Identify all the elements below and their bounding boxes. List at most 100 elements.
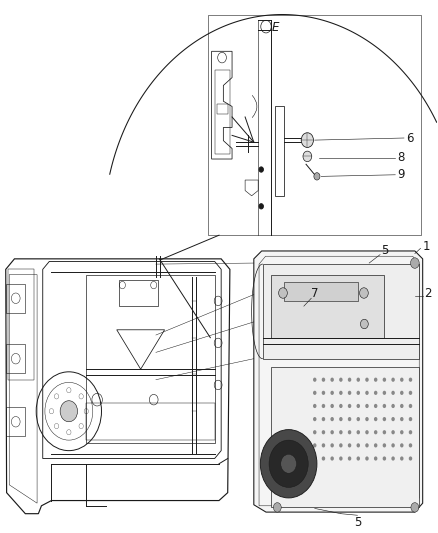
Text: 5: 5 — [354, 516, 361, 529]
Circle shape — [314, 173, 320, 180]
Circle shape — [400, 417, 403, 421]
Circle shape — [374, 417, 378, 421]
Circle shape — [383, 430, 386, 434]
Circle shape — [330, 443, 334, 448]
Circle shape — [322, 430, 325, 434]
Text: 7: 7 — [311, 287, 319, 300]
Circle shape — [301, 133, 314, 148]
Circle shape — [322, 391, 325, 395]
Circle shape — [383, 391, 386, 395]
Circle shape — [259, 167, 263, 172]
Circle shape — [360, 288, 368, 298]
Circle shape — [330, 377, 334, 382]
Circle shape — [348, 443, 351, 448]
Circle shape — [391, 377, 395, 382]
Bar — [208, 14, 421, 235]
Polygon shape — [271, 367, 419, 507]
Circle shape — [60, 401, 78, 422]
Circle shape — [365, 456, 369, 461]
Circle shape — [330, 417, 334, 421]
Polygon shape — [271, 274, 385, 338]
Circle shape — [383, 443, 386, 448]
Circle shape — [339, 377, 343, 382]
Text: 5: 5 — [381, 245, 388, 257]
Circle shape — [348, 430, 351, 434]
Circle shape — [339, 404, 343, 408]
Circle shape — [409, 443, 412, 448]
Circle shape — [313, 417, 317, 421]
Polygon shape — [254, 251, 423, 512]
Circle shape — [400, 430, 403, 434]
Circle shape — [322, 443, 325, 448]
Circle shape — [348, 404, 351, 408]
Circle shape — [259, 204, 263, 209]
Circle shape — [348, 377, 351, 382]
Polygon shape — [284, 282, 358, 301]
Circle shape — [357, 456, 360, 461]
Circle shape — [357, 443, 360, 448]
Circle shape — [391, 456, 395, 461]
Circle shape — [357, 404, 360, 408]
Circle shape — [330, 404, 334, 408]
Circle shape — [365, 391, 369, 395]
Circle shape — [365, 417, 369, 421]
Circle shape — [357, 377, 360, 382]
Circle shape — [365, 404, 369, 408]
Circle shape — [374, 404, 378, 408]
Circle shape — [374, 430, 378, 434]
Circle shape — [339, 391, 343, 395]
Polygon shape — [262, 264, 419, 359]
Circle shape — [365, 443, 369, 448]
Circle shape — [322, 377, 325, 382]
Circle shape — [313, 404, 317, 408]
Circle shape — [374, 391, 378, 395]
Circle shape — [339, 456, 343, 461]
Text: E: E — [272, 21, 279, 34]
Circle shape — [348, 456, 351, 461]
Circle shape — [330, 456, 334, 461]
Circle shape — [400, 404, 403, 408]
Circle shape — [365, 430, 369, 434]
Circle shape — [339, 430, 343, 434]
Circle shape — [409, 456, 412, 461]
Circle shape — [411, 503, 419, 512]
Text: 2: 2 — [424, 287, 432, 300]
Circle shape — [360, 319, 368, 329]
Circle shape — [374, 377, 378, 382]
Circle shape — [374, 443, 378, 448]
Circle shape — [365, 377, 369, 382]
Circle shape — [330, 391, 334, 395]
Circle shape — [391, 443, 395, 448]
Circle shape — [303, 151, 312, 161]
Circle shape — [383, 404, 386, 408]
Circle shape — [339, 443, 343, 448]
Circle shape — [348, 417, 351, 421]
Circle shape — [400, 377, 403, 382]
Circle shape — [330, 430, 334, 434]
Circle shape — [410, 258, 419, 268]
Circle shape — [409, 377, 412, 382]
Circle shape — [279, 288, 287, 298]
Circle shape — [391, 417, 395, 421]
Circle shape — [313, 443, 317, 448]
Circle shape — [409, 417, 412, 421]
Circle shape — [400, 443, 403, 448]
Circle shape — [322, 417, 325, 421]
Circle shape — [260, 430, 317, 498]
Circle shape — [383, 456, 386, 461]
Circle shape — [269, 440, 308, 487]
Circle shape — [339, 417, 343, 421]
Circle shape — [409, 430, 412, 434]
Circle shape — [391, 391, 395, 395]
Circle shape — [348, 391, 351, 395]
Circle shape — [391, 404, 395, 408]
Circle shape — [409, 391, 412, 395]
Circle shape — [313, 391, 317, 395]
Circle shape — [409, 404, 412, 408]
Text: 9: 9 — [397, 168, 405, 181]
Circle shape — [391, 430, 395, 434]
Circle shape — [357, 417, 360, 421]
Text: 8: 8 — [397, 151, 405, 165]
Circle shape — [374, 456, 378, 461]
Circle shape — [400, 456, 403, 461]
